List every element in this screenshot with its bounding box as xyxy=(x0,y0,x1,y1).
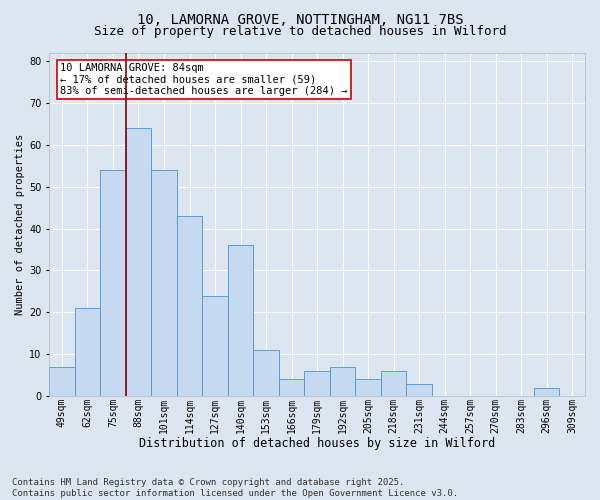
Bar xyxy=(49,367,74,396)
Bar xyxy=(202,296,228,396)
Bar xyxy=(381,371,406,396)
Bar xyxy=(304,371,330,396)
X-axis label: Distribution of detached houses by size in Wilford: Distribution of detached houses by size … xyxy=(139,437,495,450)
Text: Contains HM Land Registry data © Crown copyright and database right 2025.
Contai: Contains HM Land Registry data © Crown c… xyxy=(12,478,458,498)
Text: 10, LAMORNA GROVE, NOTTINGHAM, NG11 7BS: 10, LAMORNA GROVE, NOTTINGHAM, NG11 7BS xyxy=(137,12,463,26)
Bar xyxy=(534,388,559,396)
Bar xyxy=(74,308,100,396)
Bar xyxy=(355,380,381,396)
Bar xyxy=(253,350,279,396)
Bar xyxy=(228,246,253,396)
Bar xyxy=(330,367,355,396)
Bar xyxy=(151,170,177,396)
Bar xyxy=(406,384,432,396)
Text: Size of property relative to detached houses in Wilford: Size of property relative to detached ho… xyxy=(94,25,506,38)
Y-axis label: Number of detached properties: Number of detached properties xyxy=(15,134,25,315)
Text: 10 LAMORNA GROVE: 84sqm
← 17% of detached houses are smaller (59)
83% of semi-de: 10 LAMORNA GROVE: 84sqm ← 17% of detache… xyxy=(60,63,347,96)
Bar xyxy=(279,380,304,396)
Bar xyxy=(126,128,151,396)
Bar xyxy=(100,170,126,396)
Bar xyxy=(177,216,202,396)
